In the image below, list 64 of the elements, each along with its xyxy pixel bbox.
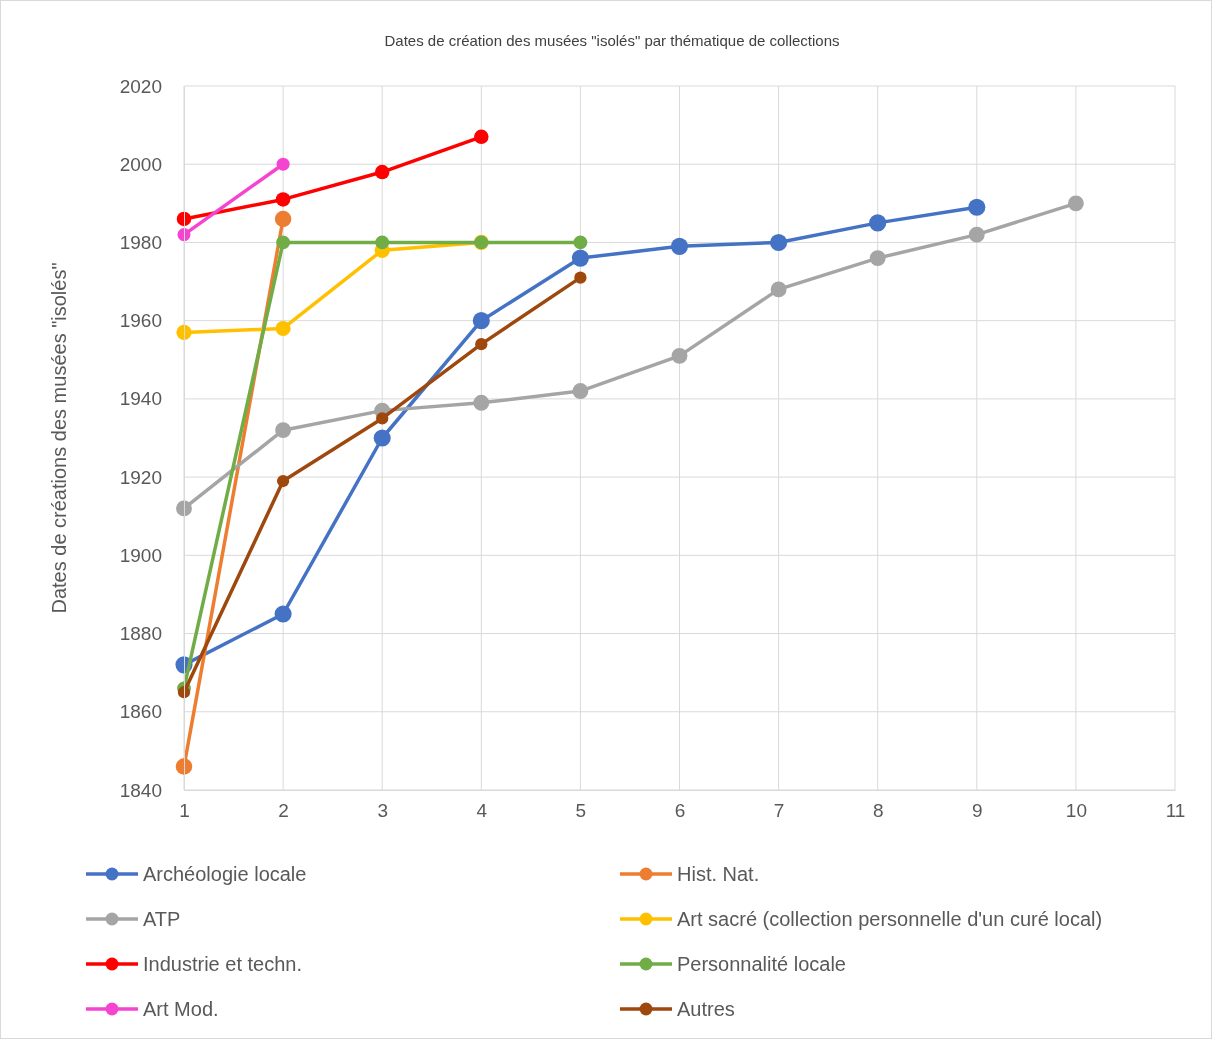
point [376,412,389,425]
point [375,235,390,250]
point [1067,195,1084,212]
point [275,422,292,439]
x-tick-label: 4 [476,800,488,822]
x-tick-label: 1 [179,800,190,822]
point [275,192,291,207]
point [968,198,986,216]
x-tick-label: 9 [972,800,983,822]
point [573,235,588,250]
point [374,164,390,180]
y-tick-label: 1880 [119,623,162,645]
point [475,338,488,351]
point [373,429,391,447]
legend-label: Hist. Nat. [677,863,760,885]
point [472,312,490,330]
y-axis-title: Dates de créations des musées "isolés" [48,262,70,614]
y-tick-label: 2000 [119,153,162,175]
x-tick-label: 7 [773,800,785,822]
point [770,233,788,251]
point [274,210,292,228]
x-tick-label: 8 [872,800,884,822]
x-tick-label: 5 [575,800,587,822]
point [671,347,688,364]
legend-label: Personnalité locale [677,953,846,975]
y-tick-label: 1840 [119,779,162,801]
y-tick-label: 1960 [119,310,162,332]
legend-label: Autres [677,998,735,1020]
x-tick-label: 11 [1165,800,1186,822]
point [571,249,589,267]
y-tick-label: 1860 [119,701,162,723]
point [869,214,887,232]
x-tick-label: 2 [278,800,289,822]
y-tick-label: 1980 [119,232,162,254]
point [276,157,290,171]
point [276,474,290,488]
point [275,320,291,337]
x-tick-label: 6 [674,800,686,822]
point [869,250,886,267]
legend-label: Industrie et techn. [143,953,302,975]
point [770,281,787,298]
point [176,500,192,517]
point [176,211,192,227]
point [574,271,587,284]
chart-title: Dates de création des musées "isolés" par thématique de collections [384,32,840,49]
legend-label: Art Mod. [143,998,219,1020]
point [276,235,291,250]
point [474,129,489,145]
y-tick-label: 1940 [119,388,162,410]
x-tick-label: 3 [377,800,388,822]
x-tick-label: 10 [1065,800,1087,822]
legend-label: Art sacré (collection personnelle d'un curé local) [677,908,1103,930]
point [968,226,985,243]
y-tick-label: 1920 [119,466,162,488]
legend-label: ATP [143,908,181,930]
point [572,383,589,399]
point [274,605,292,623]
point [176,324,192,340]
y-tick-label: 1900 [119,544,162,566]
point [670,237,689,255]
legend-label: Archéologie locale [143,863,307,885]
y-tick-label: 2020 [119,75,162,97]
point [473,394,490,411]
point [175,758,193,775]
